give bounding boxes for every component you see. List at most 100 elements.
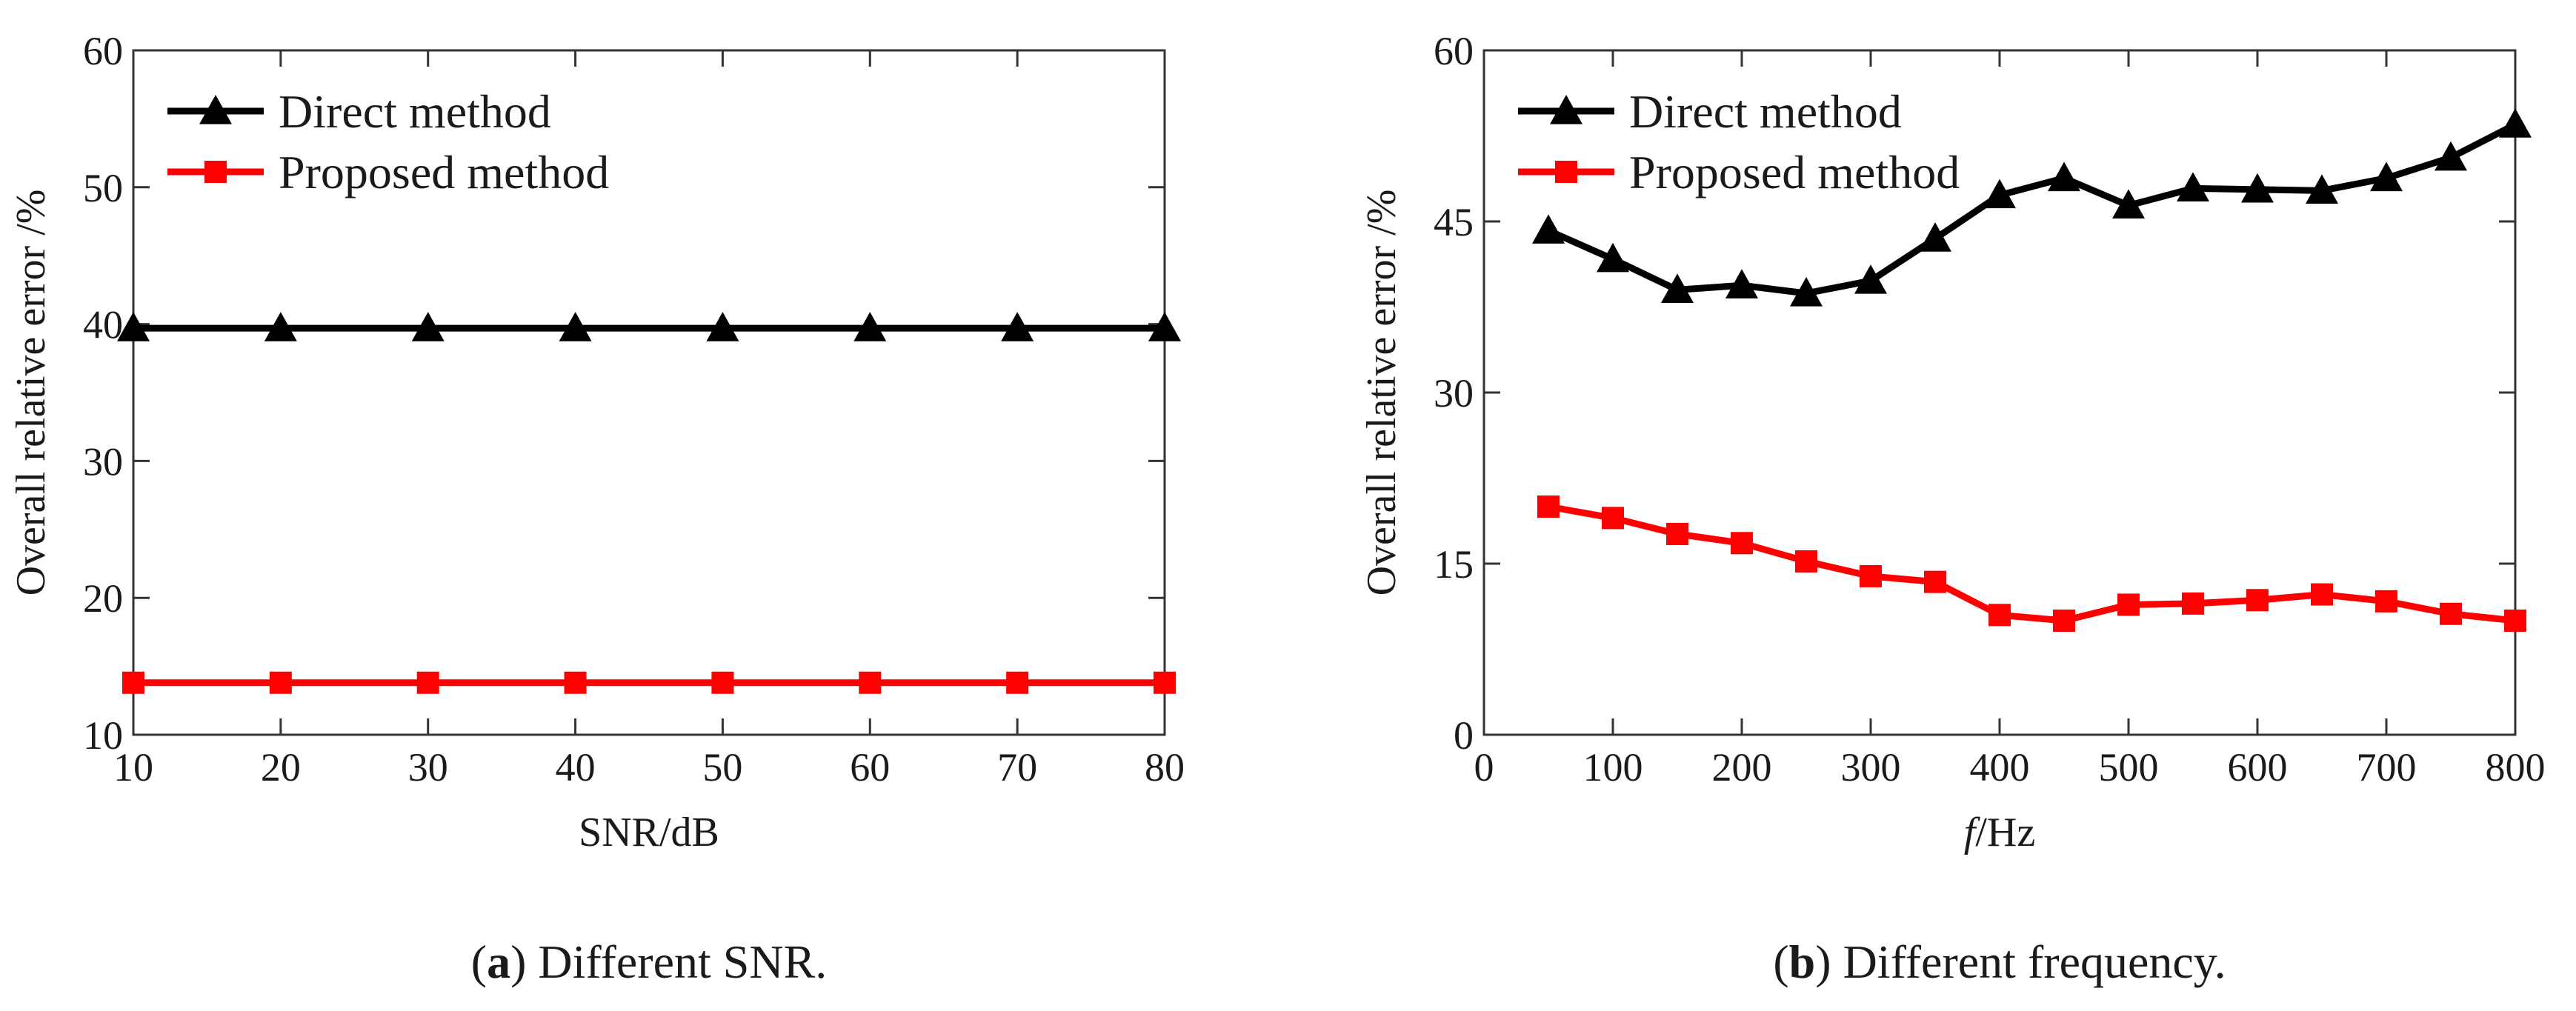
x-axis-label-suffix: SNR/dB [579, 810, 719, 855]
legend-marker [1550, 95, 1582, 124]
data-point [859, 671, 882, 694]
y-tick-label: 20 [83, 576, 123, 621]
series-proposed [1537, 496, 2526, 632]
x-tick-label: 600 [2228, 745, 2288, 790]
data-point [1988, 604, 2011, 627]
caption-open: ( [471, 935, 487, 988]
caption-text: ) Different frequency. [1815, 935, 2226, 988]
y-tick-label: 50 [83, 166, 123, 210]
data-point [1661, 273, 1694, 303]
data-point [564, 671, 587, 694]
data-point [1731, 532, 1753, 555]
series-line [1547, 121, 2517, 297]
x-tick-label: 60 [850, 745, 890, 790]
data-point [1790, 277, 1823, 307]
caption-text: ) Different SNR. [510, 935, 827, 988]
data-point [2053, 610, 2075, 632]
x-tick-label: 30 [408, 745, 448, 790]
data-point [2117, 593, 2140, 616]
data-point [1725, 269, 1758, 298]
data-point [122, 671, 144, 694]
x-tick-label: 500 [2099, 745, 2159, 790]
data-point [2440, 602, 2462, 625]
data-point [1860, 564, 1882, 587]
x-tick-label: 70 [997, 745, 1037, 790]
x-tick-label: 700 [2357, 745, 2417, 790]
data-point [1795, 550, 1817, 573]
data-point [1597, 242, 1629, 273]
series-direct [1532, 108, 2532, 307]
data-point [711, 671, 734, 694]
x-tick-label: 800 [2486, 745, 2546, 790]
plot-frame [132, 49, 1166, 736]
data-point [2182, 592, 2204, 615]
x-tick-label: 80 [1145, 745, 1185, 790]
data-point [1001, 312, 1034, 341]
data-point [117, 312, 150, 341]
x-tick-label: 100 [1583, 745, 1643, 790]
legend-marker [199, 95, 232, 124]
x-tick-label: 300 [1841, 745, 1901, 790]
x-tick-label: 10 [113, 745, 153, 790]
chart-b: 0 100 200 300 400 500 600 700 800 0 15 30 45 60 Overal… [1359, 29, 2546, 988]
y-tick-label: 10 [83, 713, 123, 758]
y-tick-label: 40 [83, 303, 123, 347]
series-line [1548, 503, 2516, 624]
data-point [416, 671, 439, 694]
data-point [2112, 189, 2145, 219]
y-axis-label: Overall relative error /% [8, 190, 54, 596]
y-tick-label: 0 [1454, 713, 1474, 758]
y-tick-label: 30 [1434, 371, 1474, 416]
legend: Direct method Proposed method [167, 85, 609, 198]
data-point [1148, 312, 1181, 341]
data-point [2241, 173, 2274, 203]
data-point [2370, 161, 2403, 192]
x-tick-label: 40 [556, 745, 596, 790]
data-point [1602, 507, 1624, 530]
y-tick-label: 45 [1434, 200, 1474, 244]
x-axis-label: SNR/dB [579, 810, 719, 855]
x-axis-label-suffix: /Hz [1975, 810, 2035, 855]
legend-marker [204, 161, 227, 183]
caption: (b) Different frequency. [1773, 935, 2226, 988]
data-point [1532, 214, 1565, 244]
legend-label: Proposed method [279, 146, 609, 198]
data-point [2177, 172, 2209, 201]
legend: Direct method Proposed method [1518, 85, 1960, 198]
y-tick-label: 30 [83, 439, 123, 484]
data-point [2499, 108, 2532, 138]
data-point [706, 312, 739, 341]
x-axis-label: f/Hz [1964, 810, 2035, 855]
chart-a: 10 20 30 40 50 60 70 80 10 20 30 40 50 60 Overall rela… [8, 29, 1185, 988]
data-point [2434, 141, 2467, 171]
data-point [1006, 671, 1029, 694]
legend-label: Direct method [1629, 85, 1902, 138]
caption-letter: b [1789, 935, 1816, 988]
data-point [1983, 178, 2016, 209]
x-tick-label: 0 [1474, 745, 1494, 790]
data-point [2311, 583, 2333, 606]
data-point [2246, 589, 2269, 612]
caption-letter: a [487, 935, 510, 988]
series-proposed [122, 671, 1176, 694]
x-tick-label: 20 [261, 745, 301, 790]
legend-marker [1555, 161, 1577, 183]
x-tick-label: 50 [702, 745, 742, 790]
legend-label: Proposed method [1629, 146, 1960, 198]
data-point [2306, 174, 2338, 204]
caption-open: ( [1773, 935, 1788, 988]
data-point [2504, 610, 2526, 632]
data-point [1666, 522, 1688, 545]
data-point [1537, 496, 1560, 518]
caption: (a) Different SNR. [471, 935, 828, 988]
y-tick-label: 60 [83, 29, 123, 73]
data-point [264, 312, 297, 341]
data-point [1919, 222, 1951, 252]
data-point [1854, 264, 1887, 294]
y-tick-label: 15 [1434, 542, 1474, 587]
legend-label: Direct method [279, 85, 551, 138]
x-tick-label: 400 [1970, 745, 2030, 790]
y-tick-label: 60 [1434, 29, 1474, 73]
data-point [559, 312, 592, 341]
